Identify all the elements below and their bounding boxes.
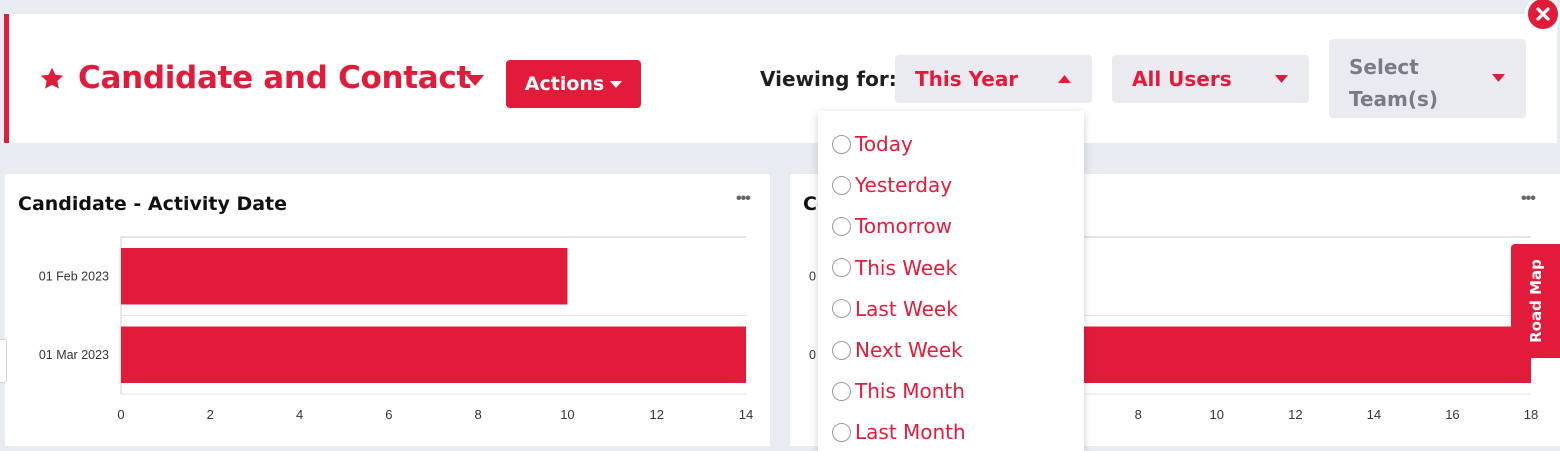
bar-chart-left: 01 Feb 2023 01 Mar 2023 0 2 4 6 8 10 12 14: [39, 236, 753, 422]
radio-icon[interactable]: [832, 216, 851, 236]
road-map-label: Road Map: [1526, 259, 1545, 343]
period-option-label: This Month: [855, 379, 965, 404]
period-dropdown-menu: Today Yesterday Tomorrow This Week Last Week…: [818, 111, 1084, 451]
period-option[interactable]: Last Week: [832, 296, 958, 322]
period-option-label: Yesterday: [855, 173, 953, 198]
tick-label: 8: [1135, 407, 1142, 422]
category-label: 01 Mar 2023: [39, 348, 109, 362]
radio-icon[interactable]: [832, 134, 851, 154]
caret-up-icon: [1058, 75, 1071, 83]
users-select-value: All Users: [1132, 67, 1232, 91]
card-menu-icon[interactable]: •••: [1521, 190, 1536, 207]
close-icon: [1536, 7, 1550, 21]
actions-button[interactable]: Actions: [506, 60, 641, 108]
side-handle[interactable]: [0, 339, 7, 383]
bar: [121, 248, 568, 305]
tick-label: 6: [385, 407, 392, 422]
radio-icon[interactable]: [832, 340, 851, 360]
dashboard-title: Candidate and Contact: [78, 60, 472, 96]
close-button[interactable]: [1525, 0, 1560, 32]
category-label: 0: [809, 348, 816, 362]
team-select[interactable]: Select Team(s): [1329, 39, 1526, 118]
period-option[interactable]: Yesterday: [832, 172, 952, 198]
tick-label: 2: [207, 407, 214, 422]
tick-label: 18: [1524, 407, 1538, 422]
period-option-label: Today: [855, 132, 913, 156]
chevron-down-icon[interactable]: [466, 75, 484, 86]
period-option-label: Next Week: [855, 338, 963, 362]
caret-down-icon: [1492, 74, 1505, 82]
team-select-placeholder: Select Team(s): [1349, 55, 1439, 111]
card-menu-icon[interactable]: •••: [736, 190, 751, 207]
period-option-label: This Week: [855, 255, 958, 280]
bar: [121, 326, 746, 383]
chart-title: Candidate - Activity Date: [18, 193, 288, 215]
users-select[interactable]: All Users: [1112, 55, 1309, 103]
period-option[interactable]: This Month: [832, 378, 965, 404]
period-option[interactable]: Next Week: [832, 337, 963, 363]
period-option[interactable]: This Week: [832, 255, 957, 281]
dashboard-header: Candidate and Contact Actions Viewing fo…: [4, 14, 1557, 143]
caret-down-icon: [1275, 75, 1288, 83]
actions-label: Actions: [524, 73, 605, 95]
tick-label: 12: [649, 407, 663, 422]
period-option[interactable]: Tomorrow: [832, 213, 952, 239]
tick-label: 16: [1445, 407, 1459, 422]
tick-label: 4: [296, 407, 303, 422]
tick-label: 12: [1288, 407, 1302, 422]
star-icon[interactable]: [39, 66, 65, 92]
radio-icon[interactable]: [832, 258, 851, 278]
category-label: 0: [809, 269, 816, 283]
viewing-for-label: Viewing for:: [760, 67, 897, 91]
period-option-label: Tomorrow: [855, 214, 953, 239]
radio-icon[interactable]: [832, 299, 851, 319]
period-option[interactable]: Today: [832, 131, 913, 157]
tick-label: 14: [1367, 407, 1381, 422]
period-option-label: Last Week: [855, 296, 958, 321]
radio-icon[interactable]: [832, 422, 851, 442]
category-label: 01 Feb 2023: [39, 269, 109, 283]
tick-label: 0: [117, 407, 124, 422]
radio-icon[interactable]: [832, 381, 851, 401]
tick-label: 8: [475, 407, 482, 422]
tick-label: 10: [1210, 407, 1224, 422]
caret-down-icon: [610, 80, 623, 88]
radio-icon[interactable]: [832, 175, 851, 195]
tick-label: 14: [739, 407, 753, 422]
road-map-tab[interactable]: Road Map: [1511, 244, 1560, 358]
dropdown-notch: [1063, 102, 1081, 111]
period-option[interactable]: Last Month: [832, 419, 966, 445]
period-select[interactable]: This Year: [895, 55, 1092, 103]
period-select-value: This Year: [915, 67, 1019, 91]
period-option-label: Last Month: [855, 420, 966, 445]
tick-label: 10: [560, 407, 574, 422]
chart-card-candidate-activity: Candidate - Activity Date ••• 01 Feb 202…: [5, 174, 770, 446]
